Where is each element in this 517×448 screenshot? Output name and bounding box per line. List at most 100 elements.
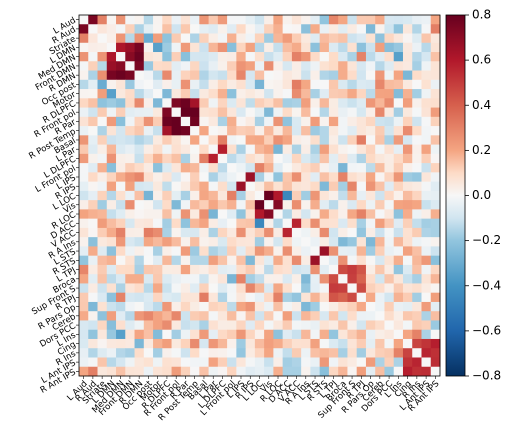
heatmap-cell (393, 264, 404, 275)
heatmap-cell (97, 52, 108, 62)
heatmap-cell (125, 98, 135, 108)
heatmap-cell (245, 301, 256, 312)
heatmap-cell (328, 107, 339, 118)
heatmap-cell (153, 274, 163, 284)
heatmap-cell (254, 70, 265, 81)
heatmap-cell (291, 52, 302, 62)
heatmap-cell (430, 292, 441, 303)
heatmap-cell (356, 116, 367, 127)
heatmap-cell (393, 107, 404, 118)
heatmap-cell (134, 15, 145, 25)
heatmap-cell (254, 33, 265, 44)
heatmap-cell (116, 70, 126, 81)
heatmap-cell (162, 274, 172, 284)
heatmap-cell (106, 24, 117, 34)
heatmap-cell (134, 52, 145, 62)
heatmap-cell (190, 116, 200, 127)
heatmap-cell (190, 15, 200, 25)
heatmap-cell (134, 172, 145, 183)
heatmap-cell (301, 237, 311, 247)
heatmap-cell (106, 70, 117, 81)
heatmap-cell (125, 301, 135, 312)
heatmap-cell (180, 301, 191, 312)
heatmap-cell (328, 283, 339, 294)
heatmap-cell (190, 190, 200, 201)
heatmap-cell (245, 274, 256, 284)
heatmap-cell (310, 153, 321, 164)
heatmap-cell (319, 311, 330, 321)
heatmap-cell (190, 329, 200, 340)
heatmap-cell (421, 283, 432, 294)
heatmap-cell (412, 348, 422, 358)
heatmap-cell (412, 227, 422, 238)
heatmap-cell (319, 264, 330, 275)
heatmap-cell (180, 126, 191, 136)
heatmap-cell (430, 209, 441, 220)
heatmap-cell (125, 274, 135, 284)
heatmap-cell (162, 292, 172, 303)
heatmap-cell (227, 357, 237, 368)
heatmap-cell (319, 61, 330, 71)
heatmap-cell (365, 283, 376, 294)
heatmap-cell (273, 264, 284, 275)
heatmap-cell (125, 338, 135, 349)
heatmap-cell (338, 283, 348, 294)
heatmap-cell (153, 172, 163, 183)
heatmap-cell (264, 292, 274, 303)
heatmap-cell (88, 107, 98, 118)
heatmap-cell (116, 190, 126, 201)
heatmap-cell (365, 237, 376, 247)
heatmap-cell (319, 246, 330, 257)
heatmap-cell (430, 348, 441, 358)
heatmap-cell (430, 24, 441, 34)
heatmap-cell (153, 79, 163, 90)
heatmap-cell (356, 237, 367, 247)
heatmap-cell (402, 320, 413, 331)
heatmap-cell (116, 98, 126, 108)
heatmap-cell (319, 357, 330, 368)
heatmap-cell (125, 172, 135, 183)
heatmap-cell (273, 33, 284, 44)
heatmap-cell (301, 126, 311, 136)
heatmap-cell (106, 366, 117, 377)
heatmap-cell (310, 301, 321, 312)
heatmap-cell (356, 98, 367, 108)
heatmap-cell (208, 320, 219, 331)
heatmap-cell (97, 135, 108, 145)
heatmap-cell (180, 264, 191, 275)
heatmap-cell (384, 135, 395, 145)
heatmap-cell (291, 329, 302, 340)
heatmap-cell (245, 292, 256, 303)
heatmap-cell (190, 126, 200, 136)
heatmap-cell (365, 42, 376, 53)
heatmap-cell (384, 338, 395, 349)
heatmap-cell (254, 329, 265, 340)
heatmap-cell (282, 181, 293, 192)
heatmap-cell (319, 237, 330, 247)
heatmap-cell (236, 366, 247, 377)
heatmap-cell (402, 15, 413, 25)
heatmap-cell (347, 246, 358, 257)
heatmap-cell (319, 126, 330, 136)
heatmap-cell (328, 320, 339, 331)
heatmap-cell (254, 246, 265, 257)
heatmap-cell (365, 172, 376, 183)
heatmap-cell (375, 338, 385, 349)
heatmap-cell (347, 126, 358, 136)
heatmap-cell (421, 172, 432, 183)
heatmap-cell (402, 357, 413, 368)
heatmap-cell (282, 283, 293, 294)
heatmap-cell (338, 61, 348, 71)
heatmap-cell (245, 15, 256, 25)
heatmap-cell (328, 227, 339, 238)
heatmap-cell (245, 116, 256, 127)
heatmap-cell (208, 200, 219, 210)
heatmap-cell (356, 42, 367, 53)
heatmap-cell (393, 144, 404, 155)
heatmap-cell (338, 255, 348, 266)
heatmap-cell (375, 172, 385, 183)
heatmap-cell (171, 42, 182, 53)
heatmap-cell (264, 311, 274, 321)
heatmap-cell (97, 15, 108, 25)
